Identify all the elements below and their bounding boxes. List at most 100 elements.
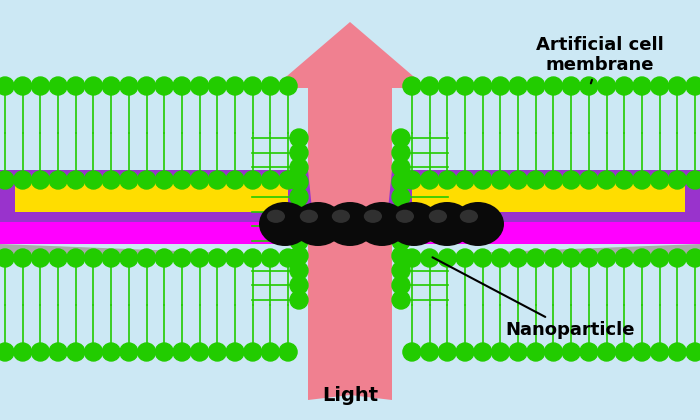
Circle shape: [686, 77, 700, 95]
Circle shape: [598, 249, 615, 267]
Circle shape: [615, 343, 634, 361]
Circle shape: [0, 171, 14, 189]
Circle shape: [66, 343, 85, 361]
Circle shape: [392, 188, 410, 206]
Circle shape: [120, 171, 138, 189]
Circle shape: [290, 218, 308, 235]
Circle shape: [244, 77, 262, 95]
Circle shape: [290, 188, 308, 206]
Circle shape: [392, 262, 410, 280]
Circle shape: [509, 171, 527, 189]
Circle shape: [155, 343, 173, 361]
Circle shape: [562, 343, 580, 361]
Circle shape: [491, 77, 510, 95]
Circle shape: [290, 276, 308, 294]
Ellipse shape: [332, 210, 350, 223]
Circle shape: [32, 343, 50, 361]
Circle shape: [392, 291, 410, 309]
Circle shape: [14, 343, 32, 361]
Circle shape: [279, 249, 297, 267]
Circle shape: [392, 144, 410, 162]
Circle shape: [49, 343, 67, 361]
Circle shape: [0, 343, 14, 361]
Circle shape: [173, 249, 191, 267]
Ellipse shape: [364, 210, 382, 223]
Circle shape: [155, 77, 173, 95]
Circle shape: [527, 77, 545, 95]
Circle shape: [438, 77, 456, 95]
Circle shape: [120, 77, 138, 95]
Circle shape: [545, 343, 563, 361]
Circle shape: [438, 249, 456, 267]
Ellipse shape: [429, 210, 447, 223]
Circle shape: [509, 249, 527, 267]
Circle shape: [261, 249, 279, 267]
Circle shape: [633, 77, 651, 95]
Circle shape: [650, 249, 668, 267]
Circle shape: [474, 77, 491, 95]
Circle shape: [474, 343, 491, 361]
Circle shape: [49, 249, 67, 267]
Ellipse shape: [421, 202, 473, 246]
Circle shape: [562, 77, 580, 95]
Circle shape: [545, 77, 563, 95]
Circle shape: [85, 249, 102, 267]
Circle shape: [615, 171, 634, 189]
Circle shape: [615, 249, 634, 267]
Circle shape: [66, 77, 85, 95]
Circle shape: [491, 249, 510, 267]
Circle shape: [615, 77, 634, 95]
Circle shape: [290, 202, 308, 220]
Ellipse shape: [259, 202, 311, 246]
Circle shape: [226, 171, 244, 189]
Circle shape: [633, 343, 651, 361]
Circle shape: [209, 249, 226, 267]
Circle shape: [668, 171, 686, 189]
Ellipse shape: [395, 210, 414, 223]
Text: Artificial cell
membrane: Artificial cell membrane: [536, 36, 664, 83]
Circle shape: [509, 77, 527, 95]
Polygon shape: [0, 170, 313, 222]
Circle shape: [421, 77, 439, 95]
Circle shape: [261, 171, 279, 189]
Circle shape: [226, 77, 244, 95]
Circle shape: [137, 171, 155, 189]
Circle shape: [173, 343, 191, 361]
Circle shape: [527, 171, 545, 189]
Circle shape: [279, 77, 297, 95]
Circle shape: [226, 249, 244, 267]
Circle shape: [545, 171, 563, 189]
Circle shape: [438, 171, 456, 189]
Circle shape: [392, 276, 410, 294]
Circle shape: [173, 77, 191, 95]
Circle shape: [290, 262, 308, 280]
Circle shape: [137, 77, 155, 95]
Circle shape: [14, 77, 32, 95]
Circle shape: [545, 249, 563, 267]
Circle shape: [456, 77, 474, 95]
Circle shape: [102, 249, 120, 267]
Circle shape: [403, 249, 421, 267]
Polygon shape: [387, 170, 700, 222]
Ellipse shape: [324, 202, 376, 246]
Polygon shape: [273, 22, 427, 400]
Circle shape: [14, 171, 32, 189]
Circle shape: [491, 343, 510, 361]
Circle shape: [403, 77, 421, 95]
Circle shape: [0, 249, 14, 267]
Circle shape: [209, 343, 226, 361]
Circle shape: [527, 249, 545, 267]
Circle shape: [137, 249, 155, 267]
Ellipse shape: [267, 210, 285, 223]
Circle shape: [244, 343, 262, 361]
Circle shape: [633, 249, 651, 267]
Circle shape: [421, 343, 439, 361]
Circle shape: [85, 77, 102, 95]
Circle shape: [668, 343, 686, 361]
Ellipse shape: [460, 210, 478, 223]
Circle shape: [261, 77, 279, 95]
Circle shape: [85, 171, 102, 189]
Circle shape: [509, 343, 527, 361]
Circle shape: [120, 249, 138, 267]
Circle shape: [66, 171, 85, 189]
